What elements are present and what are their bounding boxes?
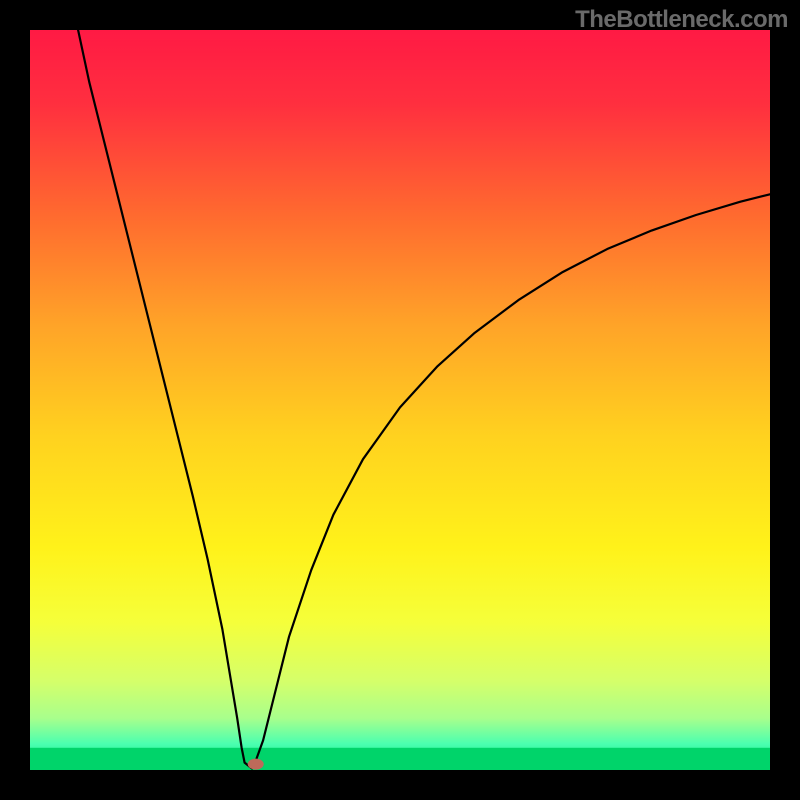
plot-background (30, 30, 770, 770)
watermark-text: TheBottleneck.com (575, 6, 788, 34)
bottom-band (30, 748, 770, 770)
bottleneck-curve-chart (0, 0, 800, 800)
chart-frame: TheBottleneck.com (0, 0, 800, 800)
minimum-marker (248, 759, 264, 770)
